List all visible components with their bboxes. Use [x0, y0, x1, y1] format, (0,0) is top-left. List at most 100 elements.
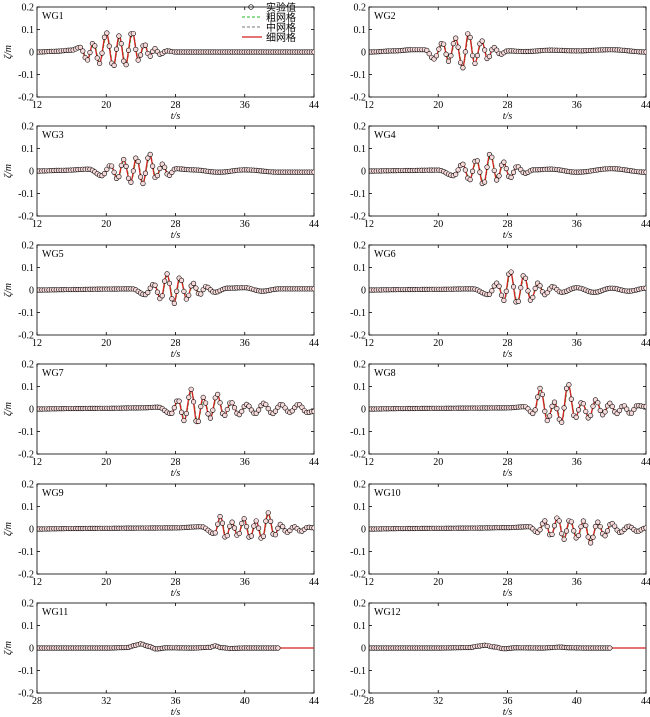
y-tick-label: 0	[361, 525, 366, 536]
experiment-marker	[92, 43, 98, 49]
experiment-marker	[193, 285, 199, 291]
experiment-marker	[457, 60, 464, 66]
experiment-marker	[590, 403, 596, 409]
experiment-marker	[587, 412, 594, 419]
y-tick-label: -0.1	[350, 666, 366, 677]
y-tick-label: 0	[361, 167, 366, 178]
experiment-marker	[215, 391, 221, 397]
experiment-marker	[549, 403, 555, 409]
experiment-marker	[455, 167, 461, 173]
x-tick-label: 44	[309, 100, 319, 111]
x-tick-label: 44	[309, 338, 319, 349]
experiment-marker	[583, 408, 589, 415]
experiment-marker	[537, 283, 543, 289]
experiment-marker	[215, 521, 221, 527]
y-tick-label: 0.2	[22, 360, 35, 371]
x-tick-label: 12	[32, 219, 42, 230]
experiment-marker	[445, 58, 452, 64]
y-tick-label: 0.1	[354, 621, 367, 632]
panel-wg11: 0.2 0.1 0 -0.1 -0.228 32 36 40 44 t/s ζ/m WG11	[3, 599, 319, 717]
experiment-marker	[575, 407, 582, 413]
experiment-marker	[484, 164, 490, 170]
x-tick-label: 12	[364, 577, 374, 588]
panel-title: WG8	[374, 368, 396, 379]
x-axis-label: t/s	[503, 588, 513, 599]
experiment-marker	[479, 38, 485, 44]
x-tick-label: 36	[240, 219, 250, 230]
experiment-marker	[311, 286, 314, 292]
experiment-marker	[559, 531, 565, 537]
experiment-marker	[496, 173, 502, 179]
experiment-marker	[597, 407, 603, 414]
experiment-marker	[510, 284, 517, 290]
panel-wg6: 0.2 0.1 0 -0.1 -0.212 20 28 36 44 t/s WG6	[350, 241, 650, 361]
experiment-marker	[200, 394, 206, 401]
x-tick-label: 20	[101, 100, 111, 111]
experiment-marker	[571, 528, 577, 534]
y-tick-label: 0.1	[22, 382, 35, 393]
experiment-marker	[482, 47, 488, 53]
experiment-marker	[111, 169, 117, 175]
x-tick-label: 36	[240, 338, 250, 349]
experiment-marker	[491, 167, 497, 174]
x-axis-label: t/s	[503, 468, 513, 479]
y-tick-label: 0	[361, 405, 366, 416]
experiment-marker	[568, 396, 574, 402]
experiment-marker	[465, 31, 471, 37]
experiment-marker	[522, 275, 529, 281]
experiment-marker	[311, 49, 314, 55]
x-tick-label: 36	[240, 577, 250, 588]
experiment-marker	[231, 405, 238, 411]
experiment-marker	[624, 406, 630, 412]
panel-wg7: 0.2 0.1 0 -0.1 -0.212 20 28 36 44 t/s ζ/m WG7	[3, 360, 319, 480]
experiment-marker	[530, 410, 536, 417]
experiment-marker	[532, 285, 538, 292]
experiment-marker	[580, 518, 586, 524]
experiment-marker	[183, 410, 189, 417]
panel-wg3: 0.2 0.1 0 -0.1 -0.212 20 28 36 44 t/s ζ/m WG3	[3, 122, 319, 242]
experiment-marker	[77, 44, 83, 50]
experiment-marker	[162, 164, 168, 170]
experiment-marker	[171, 405, 177, 411]
experiment-marker	[467, 177, 473, 183]
experiment-marker	[236, 530, 242, 537]
x-tick-label: 36	[572, 219, 582, 230]
experiment-marker	[166, 280, 173, 286]
experiment-marker	[169, 296, 175, 302]
experiment-marker	[489, 154, 495, 160]
y-tick-label: -0.1	[350, 308, 366, 319]
legend-marker	[248, 4, 254, 10]
x-tick-label: 28	[503, 100, 513, 111]
experiment-marker	[460, 161, 466, 167]
legend-item: 细网格	[242, 31, 296, 44]
experiment-marker	[573, 414, 579, 420]
experiment-marker	[101, 34, 108, 40]
experiment-marker	[532, 407, 538, 413]
experiment-marker	[231, 525, 238, 531]
experiment-marker	[477, 169, 483, 175]
x-axis-label: t/s	[503, 349, 513, 360]
x-tick-label: 12	[364, 338, 374, 349]
experiment-marker	[426, 51, 432, 57]
experiment-marker	[575, 532, 582, 539]
x-tick-label: 20	[433, 577, 443, 588]
x-tick-label: 12	[32, 457, 42, 468]
experiment-marker	[229, 519, 235, 525]
y-tick-label: -0.1	[350, 547, 366, 558]
experiment-marker	[551, 399, 558, 405]
y-tick-label: 0.1	[354, 382, 367, 393]
experiment-marker	[97, 60, 103, 67]
panel-wg9: 0.2 0.1 0 -0.1 -0.212 20 28 36 44 t/s ζ/m WG9	[3, 480, 319, 600]
experiment-marker	[592, 523, 599, 530]
y-tick-label: -0.2	[18, 450, 34, 461]
x-tick-label: 20	[433, 100, 443, 111]
experiment-marker	[251, 523, 257, 529]
experiment-marker	[265, 406, 271, 412]
experiment-marker	[460, 65, 466, 71]
experiment-marker	[580, 401, 586, 407]
x-tick-label: 28	[32, 696, 42, 707]
experiment-marker	[125, 175, 132, 181]
experiment-marker	[256, 407, 262, 413]
y-tick-label: 0.1	[22, 263, 35, 274]
x-tick-label: 36	[572, 577, 582, 588]
